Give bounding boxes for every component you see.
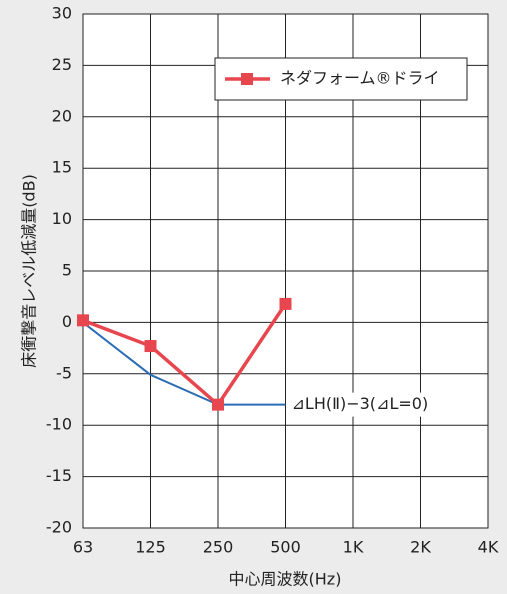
y-tick-label: -10: [46, 415, 72, 434]
y-tick-label: 20: [52, 106, 72, 125]
x-tick-label: 4K: [478, 538, 499, 557]
annotation: ⊿LH(Ⅱ)−3(⊿L=0): [292, 394, 429, 413]
series-line: [82, 302, 287, 408]
x-tick-label: 2K: [410, 538, 431, 557]
y-tick-label: -20: [46, 518, 72, 537]
y-tick-label: 25: [52, 55, 72, 74]
y-tick-label: -15: [46, 466, 72, 485]
annotation-bg: [289, 392, 462, 417]
legend-label: ネダフォーム®ドライ: [280, 69, 440, 88]
x-tick-label: 125: [135, 538, 166, 557]
point-marker: [279, 297, 292, 310]
x-tick-label: 250: [203, 538, 234, 557]
y-tick-label: 30: [52, 4, 72, 23]
legend-marker: [241, 73, 253, 85]
x-tick-label: 1K: [343, 538, 364, 557]
point-marker: [144, 340, 157, 353]
x-tick-label: 500: [270, 538, 301, 557]
point-marker: [212, 398, 224, 411]
y-tick-label: -5: [56, 363, 72, 382]
y-tick-label: 5: [62, 261, 72, 280]
y-tick-label: 15: [52, 158, 72, 177]
y-axis-label: 床衝撃音レベル低減量(dB): [20, 174, 39, 368]
series-line: [82, 321, 286, 406]
y-tick-label: 10: [52, 209, 72, 228]
point-marker: [77, 314, 89, 327]
x-tick-label: 63: [73, 538, 93, 557]
x-axis-label: 中心周波数(Hz): [229, 570, 342, 589]
y-tick-label: 0: [62, 312, 72, 331]
